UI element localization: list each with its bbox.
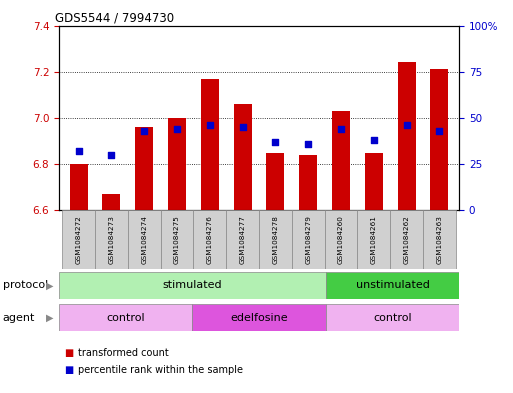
Text: GSM1084273: GSM1084273 <box>108 215 114 264</box>
Text: transformed count: transformed count <box>78 347 169 358</box>
Bar <box>358 210 390 269</box>
Text: GSM1084274: GSM1084274 <box>141 215 147 264</box>
Bar <box>201 79 219 210</box>
Bar <box>59 272 326 299</box>
Point <box>239 124 247 130</box>
Point <box>173 126 181 132</box>
Point <box>337 126 345 132</box>
Bar <box>192 304 326 331</box>
Text: ■: ■ <box>64 347 73 358</box>
Point <box>370 137 378 143</box>
Text: GSM1084263: GSM1084263 <box>437 215 442 264</box>
Bar <box>430 70 448 210</box>
Text: GSM1084262: GSM1084262 <box>404 215 410 264</box>
Bar <box>259 210 292 269</box>
Bar <box>70 164 88 210</box>
Point <box>304 141 312 147</box>
Text: GSM1084275: GSM1084275 <box>174 215 180 264</box>
Point <box>74 148 83 154</box>
Text: ■: ■ <box>64 365 73 375</box>
Bar <box>168 118 186 210</box>
Bar <box>266 152 285 210</box>
Point <box>436 128 444 134</box>
Text: control: control <box>106 312 145 323</box>
Point <box>271 139 280 145</box>
Bar <box>62 210 95 269</box>
Point <box>140 128 148 134</box>
Bar <box>233 104 252 210</box>
Bar <box>423 210 456 269</box>
Text: GSM1084279: GSM1084279 <box>305 215 311 264</box>
Text: stimulated: stimulated <box>163 280 222 290</box>
Point <box>206 122 214 129</box>
Text: edelfosine: edelfosine <box>230 312 288 323</box>
Text: GSM1084276: GSM1084276 <box>207 215 213 264</box>
Point <box>107 152 115 158</box>
Bar <box>59 304 192 331</box>
Bar <box>390 210 423 269</box>
Bar <box>332 111 350 210</box>
Bar <box>398 62 416 210</box>
Text: protocol: protocol <box>3 280 48 290</box>
Text: GSM1084260: GSM1084260 <box>338 215 344 264</box>
Text: GSM1084277: GSM1084277 <box>240 215 246 264</box>
Bar <box>365 152 383 210</box>
Bar <box>193 210 226 269</box>
Bar <box>299 155 317 210</box>
Bar <box>292 210 325 269</box>
Text: ▶: ▶ <box>46 280 53 290</box>
Bar <box>161 210 193 269</box>
Text: ▶: ▶ <box>46 312 53 323</box>
Bar <box>326 272 459 299</box>
Text: unstimulated: unstimulated <box>356 280 429 290</box>
Bar <box>325 210 358 269</box>
Point <box>403 122 411 129</box>
Text: GSM1084272: GSM1084272 <box>76 215 82 264</box>
Text: percentile rank within the sample: percentile rank within the sample <box>78 365 244 375</box>
Text: agent: agent <box>3 312 35 323</box>
Bar <box>95 210 128 269</box>
Text: GSM1084278: GSM1084278 <box>272 215 279 264</box>
Bar <box>135 127 153 210</box>
Bar <box>226 210 259 269</box>
Text: GDS5544 / 7994730: GDS5544 / 7994730 <box>55 11 174 24</box>
Bar <box>103 194 121 210</box>
Text: GSM1084261: GSM1084261 <box>371 215 377 264</box>
Text: control: control <box>373 312 412 323</box>
Bar <box>326 304 459 331</box>
Bar <box>128 210 161 269</box>
